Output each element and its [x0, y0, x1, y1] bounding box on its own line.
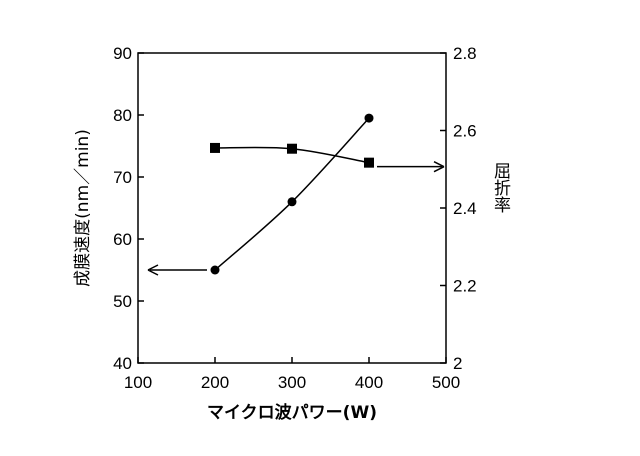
right-y-tick-label: 2 — [453, 354, 462, 373]
left-y-tick-label: 50 — [113, 292, 132, 311]
left-y-axis-label: 成膜速度(nm／min) — [73, 129, 93, 287]
right-y-tick-label: 2.4 — [453, 199, 477, 218]
refractive-index-point — [287, 144, 297, 154]
right-y-axis-label: 屈折率 — [490, 162, 511, 213]
x-tick-label: 400 — [355, 373, 383, 392]
left-y-tick-label: 80 — [113, 106, 132, 125]
refractive-index-point — [364, 158, 374, 168]
deposition-rate-point — [211, 266, 220, 275]
x-tick-label: 500 — [432, 373, 460, 392]
series-group — [210, 114, 374, 275]
left-y-tick-label: 70 — [113, 168, 132, 187]
left-y-tick-label: 90 — [113, 44, 132, 63]
left-y-tick-label: 40 — [113, 354, 132, 373]
right-y-tick-label: 2.2 — [453, 277, 477, 296]
x-tick-label: 300 — [278, 373, 306, 392]
right-y-tick-label: 2.8 — [453, 44, 477, 63]
plot-frame — [138, 53, 446, 363]
left-y-axis-ticks: 40 50 60 70 80 90 — [113, 44, 144, 373]
refractive-index-point — [210, 143, 220, 153]
deposition-rate-line — [215, 118, 369, 270]
x-axis-label: マイクロ波パワー(W) — [207, 402, 377, 423]
x-tick-label: 100 — [124, 373, 152, 392]
x-tick-label: 200 — [201, 373, 229, 392]
right-y-tick-label: 2.6 — [453, 122, 477, 141]
deposition-rate-point — [365, 114, 374, 123]
left-y-tick-label: 60 — [113, 230, 132, 249]
deposition-rate-point — [288, 197, 297, 206]
annotation-arrows — [148, 162, 444, 275]
